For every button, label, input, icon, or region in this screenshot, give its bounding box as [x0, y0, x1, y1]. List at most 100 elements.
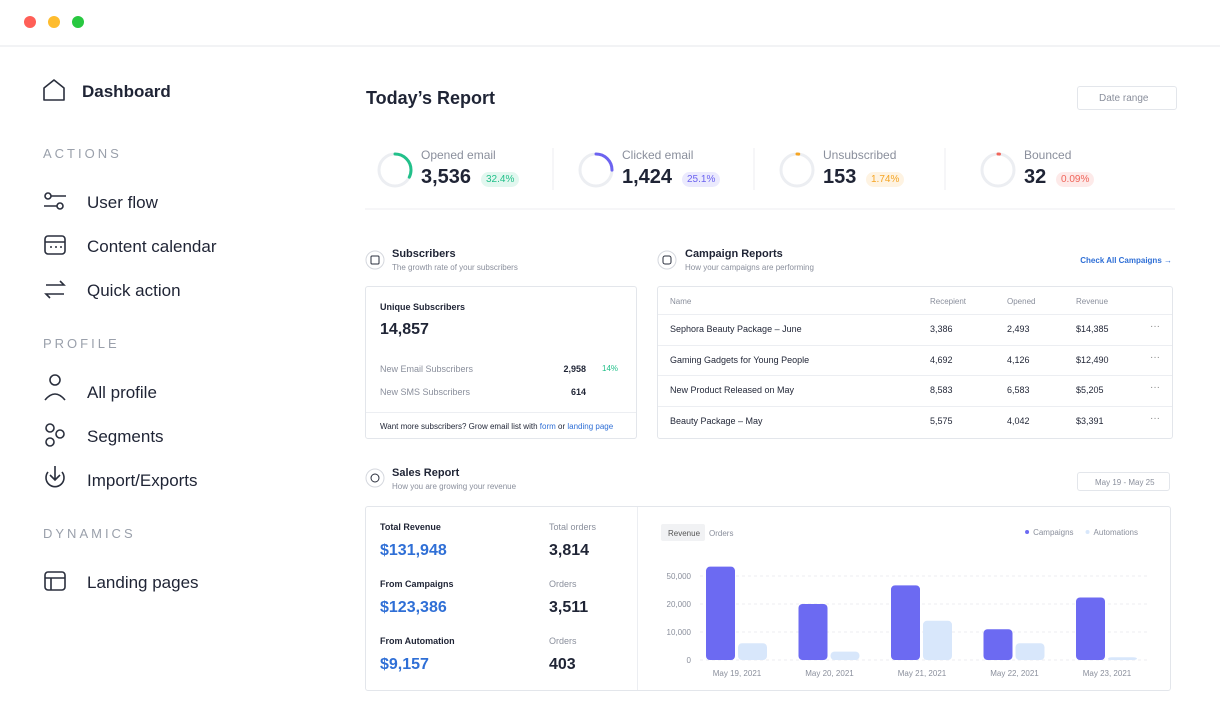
legend-dot: [1025, 530, 1030, 534]
section-title: DYNAMICS: [43, 526, 136, 541]
sales-subtitle: How you are growing your revenue: [392, 482, 517, 491]
row-menu[interactable]: ···: [1150, 351, 1160, 363]
table-cell: 4,692: [930, 354, 953, 365]
legend-label: Campaigns: [1033, 528, 1073, 537]
stat-label: Unsubscribed: [823, 148, 897, 162]
minimize-button[interactable]: [48, 16, 60, 28]
stat-label: Bounced: [1024, 148, 1072, 162]
nav-dashboard[interactable]: Dashboard: [82, 82, 171, 101]
table-cell: $12,490: [1076, 354, 1109, 365]
ring-arc: [779, 152, 815, 188]
bar: [923, 620, 952, 660]
section-title: PROFILE: [43, 336, 120, 351]
sales-title: Sales Report: [392, 467, 460, 479]
x-tick-label: May 20, 2021: [805, 669, 854, 678]
maximize-button[interactable]: [72, 16, 84, 28]
row-divider: [658, 405, 1172, 407]
bar: [706, 566, 735, 660]
x-tick-label: May 19, 2021: [713, 669, 762, 678]
sidebar-icons: [43, 79, 66, 591]
date-range-text: Date range: [1099, 93, 1149, 104]
table-cell: Sephora Beauty Package – June: [670, 324, 802, 334]
metric-value: $9,157: [380, 656, 429, 673]
table-cell: $5,205: [1076, 385, 1104, 395]
row-value: 2,958: [563, 364, 586, 374]
divider: [637, 507, 638, 690]
subscribers-footer: Want more subscribers? Grow email list w…: [380, 422, 613, 431]
row-divider: [658, 344, 1172, 346]
unique-label: Unique Subscribers: [380, 302, 466, 312]
row-value: 614: [570, 387, 586, 397]
stat-label: Clicked email: [622, 148, 694, 162]
stat-percent: 32.4%: [481, 172, 520, 187]
stat-value: 1,424: [622, 166, 673, 188]
stat-percent: 1.74%: [866, 172, 905, 187]
date-range-select[interactable]: Date range: [1077, 86, 1177, 110]
table-cell: 4,042: [1007, 415, 1030, 426]
metric-label: From Automation: [380, 636, 455, 646]
row-divider: [658, 375, 1172, 376]
row-menu[interactable]: ···: [1150, 412, 1160, 424]
campaigns-subtitle: How your campaigns are performing: [685, 263, 814, 272]
table-cell: 2,493: [1007, 324, 1030, 334]
table-cell: New Product Released on May: [670, 385, 795, 395]
ring-arc: [377, 152, 413, 188]
bar: [830, 651, 860, 660]
orders-label: Total orders: [549, 522, 597, 532]
close-button[interactable]: [24, 16, 36, 28]
nav-item[interactable]: All profile: [87, 383, 157, 402]
nav-item[interactable]: User flow: [87, 193, 158, 212]
report-title: Today’s Report: [366, 88, 496, 108]
check-all-link[interactable]: Check All Campaigns →: [1080, 256, 1172, 265]
table-cell: 8,583: [930, 385, 953, 395]
sales-chart: Revenue Orders Automations Campaigns 0 10,000…: [661, 524, 1148, 678]
bar: [738, 643, 767, 660]
subscribers-icon: [365, 250, 385, 270]
nav-item[interactable]: Landing pages: [87, 573, 199, 592]
table-cell: Gaming Gadgets for Young People: [670, 354, 810, 365]
subscribers-card: Unique Subscribers 14,857 New Email Subs…: [365, 286, 637, 439]
tab: Orders: [709, 529, 733, 538]
sales-date-select[interactable]: May 19 - May 25: [1077, 472, 1170, 491]
stat-value: 32: [1024, 166, 1047, 188]
stat-percent: 25.1%: [682, 172, 721, 187]
table-cell: 4,126: [1007, 354, 1030, 365]
tab-active-label: Revenue: [668, 529, 701, 538]
nav-item[interactable]: Import/Exports: [87, 471, 198, 490]
metric-value: $131,948: [380, 542, 447, 559]
column-header: Recepient: [930, 297, 967, 306]
orders-label: Orders: [549, 579, 577, 589]
legend-label: Automations: [1094, 528, 1138, 537]
progress-ring: [377, 152, 413, 188]
nav-item[interactable]: Content calendar: [87, 237, 217, 256]
column-header: Opened: [1007, 297, 1036, 306]
metric-value: $123,386: [380, 599, 447, 616]
nav-item[interactable]: Quick action: [87, 281, 181, 300]
row-menu[interactable]: ···: [1150, 382, 1160, 393]
section-title: ACTIONS: [43, 146, 122, 161]
x-tick-label: May 23, 2021: [1083, 669, 1132, 678]
nav-item[interactable]: Segments: [87, 427, 164, 446]
progress-ring: [980, 152, 1016, 188]
row-menu[interactable]: ···: [1150, 321, 1160, 332]
y-tick-label: 50,000: [667, 572, 692, 581]
campaigns-icon: [657, 250, 677, 270]
y-tick-label: 10,000: [667, 628, 692, 637]
bar: [1076, 597, 1105, 660]
row-label: New Email Subscribers: [380, 364, 474, 374]
table-cell: 6,583: [1007, 385, 1030, 395]
y-tick-label: 0: [687, 656, 692, 665]
sales-icon: [365, 468, 385, 488]
subscribers-title: Subscribers: [392, 248, 456, 260]
campaigns-card: Name Recepient Opened Revenue Sephora Beauty…: [657, 286, 1173, 439]
sales-card: Total Revenue $131,948 Total orders 3,814 Fr…: [365, 506, 1171, 691]
form-link[interactable]: form: [539, 422, 556, 431]
row-label: New SMS Subscribers: [380, 387, 471, 397]
table-cell: 5,575: [930, 415, 953, 426]
x-tick-label: May 21, 2021: [898, 669, 947, 678]
y-tick-label: 20,000: [667, 600, 692, 609]
landing-link[interactable]: landing page: [567, 422, 614, 431]
legend-dot: [1085, 530, 1090, 534]
table-cell: $3,391: [1076, 415, 1104, 426]
